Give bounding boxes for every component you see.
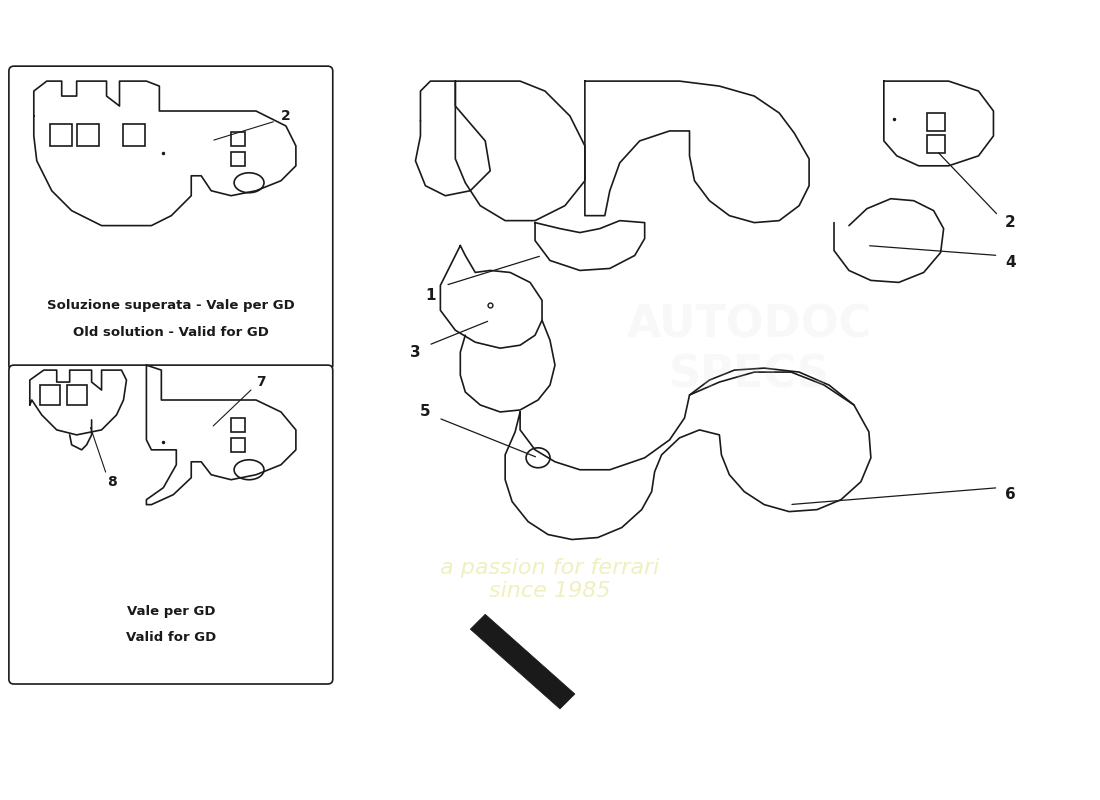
Bar bbox=[231, 152, 245, 166]
FancyBboxPatch shape bbox=[9, 365, 333, 684]
Text: 8: 8 bbox=[107, 474, 117, 489]
Text: Valid for GD: Valid for GD bbox=[125, 630, 216, 644]
Bar bbox=[926, 113, 945, 131]
Bar bbox=[77, 124, 99, 146]
Text: 4: 4 bbox=[1005, 255, 1015, 270]
Text: 6: 6 bbox=[1005, 487, 1015, 502]
Bar bbox=[231, 438, 245, 452]
FancyBboxPatch shape bbox=[9, 66, 333, 370]
Text: Old solution - Valid for GD: Old solution - Valid for GD bbox=[73, 326, 268, 338]
Bar bbox=[50, 124, 72, 146]
Bar bbox=[231, 132, 245, 146]
Text: 5: 5 bbox=[420, 405, 431, 419]
Text: AUTODOC
SPECS: AUTODOC SPECS bbox=[627, 304, 872, 397]
Bar bbox=[231, 418, 245, 432]
Bar bbox=[123, 124, 145, 146]
Text: 2: 2 bbox=[1005, 215, 1015, 230]
Text: 7: 7 bbox=[256, 375, 266, 389]
Text: Vale per GD: Vale per GD bbox=[126, 605, 216, 618]
Bar bbox=[926, 135, 945, 153]
Bar bbox=[40, 385, 59, 405]
Text: 1: 1 bbox=[426, 288, 436, 303]
Text: 3: 3 bbox=[410, 345, 421, 360]
Bar bbox=[67, 385, 87, 405]
Text: Soluzione superata - Vale per GD: Soluzione superata - Vale per GD bbox=[47, 299, 295, 312]
Text: a passion for ferrari
since 1985: a passion for ferrari since 1985 bbox=[440, 558, 660, 601]
Text: 2: 2 bbox=[280, 109, 290, 123]
Polygon shape bbox=[471, 614, 575, 709]
